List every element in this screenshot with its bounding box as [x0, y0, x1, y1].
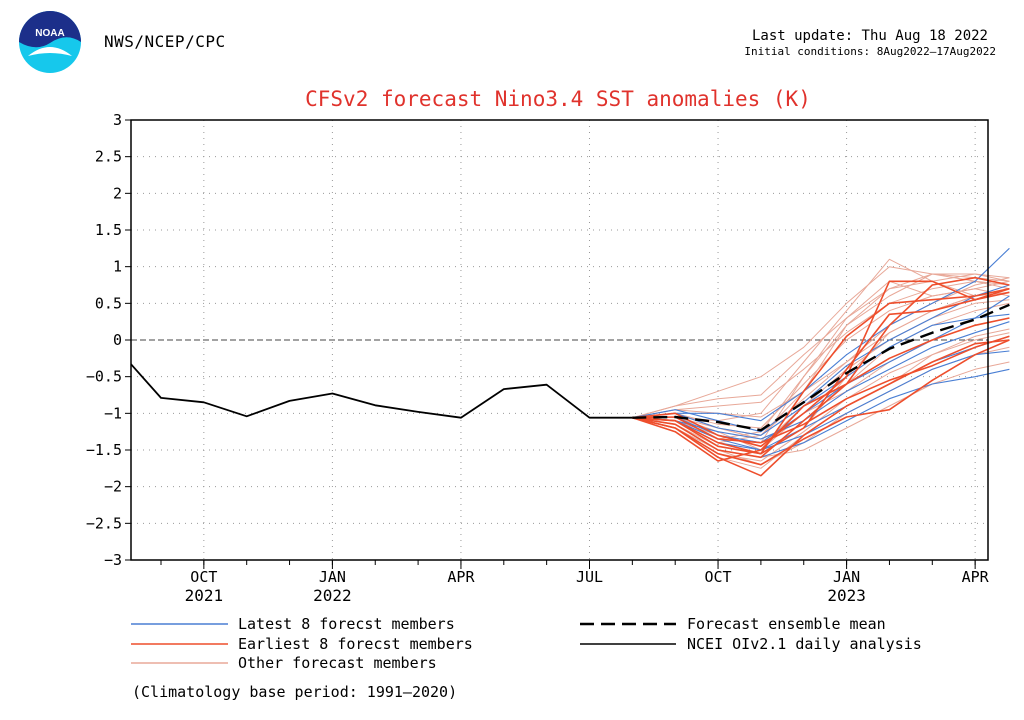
earliest-member-line — [632, 335, 1010, 444]
y-tick-label: 1.5 — [95, 221, 122, 239]
other-member-line — [632, 273, 1010, 444]
last-update: Last update: Thu Aug 18 2022 — [751, 28, 988, 44]
y-tick-label: −1.5 — [86, 441, 122, 459]
observed-group — [130, 363, 633, 419]
ensemble-mean-line — [632, 303, 1010, 432]
x-tick-label: APR — [447, 568, 475, 586]
logo-upper-shape — [19, 11, 81, 48]
latest-member-line — [632, 247, 1010, 422]
earliest-members-group — [632, 276, 1010, 477]
legend-label: Forecast ensemble mean — [687, 615, 886, 633]
x-year-label: 2022 — [313, 586, 352, 605]
earliest-member-line — [632, 317, 1010, 462]
earliest-member-line — [632, 291, 1010, 455]
ensemble-mean-group — [632, 303, 1010, 432]
y-tick-label: −1 — [104, 404, 122, 422]
y-axis: 3 2.5 2 1.5 1 0.5 0 −0.5 −1 −1.5 −2 −2.5 −3 — [86, 111, 131, 569]
y-tick-label: 2.5 — [95, 148, 122, 166]
noaa-logo: NOAA — [18, 10, 82, 74]
earliest-member-line — [632, 287, 1010, 455]
y-tick-label: 1 — [113, 258, 122, 276]
y-tick-label: −2 — [104, 478, 122, 496]
earliest-member-line — [632, 276, 1010, 459]
x-tick-label: JUL — [576, 568, 603, 586]
other-member-line — [632, 361, 1010, 458]
x-tick-label: APR — [962, 568, 990, 586]
earliest-member-line — [632, 339, 1010, 466]
legend-label: NCEI OIv2.1 daily analysis — [687, 635, 922, 653]
logo-text: NOAA — [35, 28, 64, 39]
y-tick-label: 3 — [113, 111, 122, 129]
gull-icon — [28, 47, 72, 56]
latest-member-line — [632, 350, 1010, 451]
latest-member-line — [632, 284, 1010, 433]
other-member-line — [632, 266, 1010, 419]
chart-title: CFSv2 forecast Nino3.4 SST anomalies (K) — [305, 87, 811, 111]
y-tick-label: −3 — [104, 551, 122, 569]
x-year-label: 2021 — [185, 586, 224, 605]
climatology-note: (Climatology base period: 1991–2020) — [132, 683, 458, 701]
plot-frame — [130, 119, 989, 561]
other-member-line — [632, 277, 1010, 419]
legend-label: Latest 8 forecst members — [238, 615, 455, 633]
x-year-label: 2023 — [827, 586, 866, 605]
x-tick-label: OCT — [704, 568, 731, 586]
observed-line — [130, 363, 633, 419]
x-tick-label: JAN — [319, 568, 346, 586]
y-tick-label: 0.5 — [95, 294, 122, 312]
earliest-member-line — [632, 339, 1010, 477]
grid-lines — [131, 120, 988, 560]
other-member-line — [632, 273, 1010, 444]
y-tick-label: 2 — [113, 184, 122, 202]
x-tick-label: OCT — [190, 568, 217, 586]
agency-label: NWS/NCEP/CPC — [104, 32, 226, 51]
legend: Latest 8 forecst members Earliest 8 forec… — [131, 615, 922, 672]
y-tick-label: 0 — [113, 331, 122, 349]
legend-label: Other forecast members — [238, 654, 437, 672]
y-tick-label: −2.5 — [86, 514, 122, 532]
legend-label: Earliest 8 forecst members — [238, 635, 473, 653]
initial-conditions: Initial conditions: 8Aug2022–17Aug2022 — [744, 45, 996, 58]
latest-member-line — [632, 321, 1010, 440]
y-tick-label: −0.5 — [86, 368, 122, 386]
x-tick-label: JAN — [833, 568, 860, 586]
